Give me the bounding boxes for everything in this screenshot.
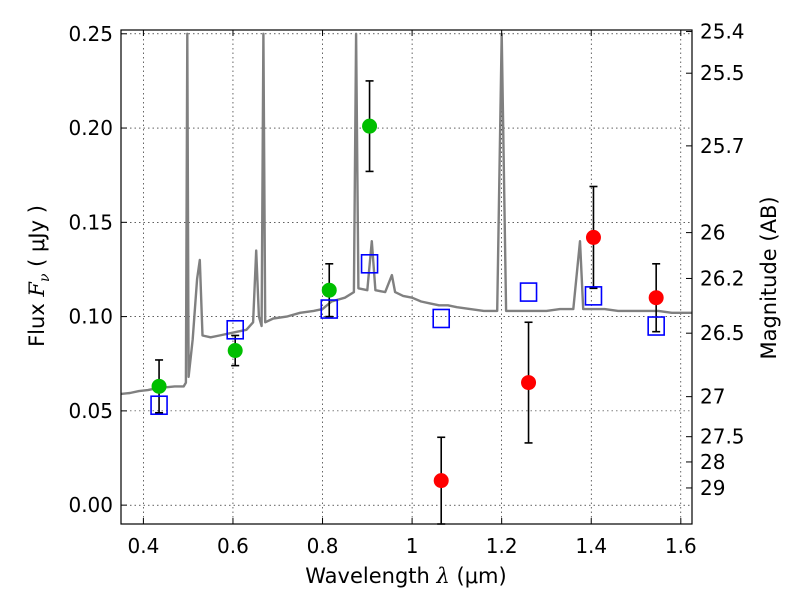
mag-tick-label: 25.4 [700,20,745,44]
y-tick-label: 0.00 [68,493,113,517]
detection-point [227,343,243,359]
grid-lines [121,30,692,524]
upper-limit-point [521,375,537,391]
model-photometry-square [360,254,379,274]
model-photometry-square [647,316,665,336]
mag-tick-label: 28 [700,450,725,474]
mag-tick-label: 27.5 [700,425,745,449]
spectrum-layer [121,32,692,396]
detection-point [321,282,337,298]
x-tick-label: 1.4 [575,534,607,558]
upper-limit-point [433,473,449,489]
detection-point [151,378,167,394]
y-tick-label: 0.05 [68,399,113,423]
model-photometry-square [519,282,538,302]
x-axis-title-prefix: Wavelength [305,564,436,588]
mag-tick-label: 26.2 [700,266,745,290]
x-tick-label: 1.6 [665,534,697,558]
tick-layer: 0.4 0.6 0.8 1 1.2 1.4 1.6 0.00 0.05 0.10 0.15 0.20 0… [68,20,744,558]
y-tick-label: 0.15 [68,210,113,234]
mag-tick-label: 26.5 [700,321,745,345]
x-axis-title: Wavelength λ (μm) [305,564,506,588]
model-photometry-square [320,299,339,319]
y-axis-title-symbol: F [25,281,49,298]
marker-layer [150,80,665,525]
x-axis-title-symbol: λ [436,564,450,588]
y-tick-label: 0.10 [68,305,113,329]
x-axis-title-suffix: (μm) [450,564,507,588]
y-tick-label: 0.20 [68,116,113,140]
x-tick-label: 0.6 [217,534,249,558]
x-tick-label: 1.2 [486,534,518,558]
y2-axis-title: Magnitude (AB) [757,196,781,359]
plot-frame [120,29,693,525]
model-photometry-square [150,395,168,416]
mag-tick-label: 27 [700,385,725,409]
y-axis-title-suffix: ( μJy ) [25,205,49,273]
y-axis-title-subscript: ν [37,273,53,282]
x-tick-label: 0.4 [127,534,159,558]
upper-limit-point [648,290,664,306]
model-photometry-square [432,308,451,329]
model-photometry-square [226,319,244,340]
spectrum-line [121,32,692,396]
y-axis-title: Flux Fν ( μJy ) [25,205,53,347]
x-tick-label: 0.8 [307,534,339,558]
mag-tick-label: 25.7 [700,134,745,158]
y-axis-title-prefix: Flux [25,297,49,347]
x-tick-label: 1 [406,534,419,558]
detection-point [362,118,378,134]
model-photometry-square [584,286,603,306]
y-tick-label: 0.25 [68,22,113,46]
mag-tick-label: 29 [700,476,725,500]
mag-tick-label: 26 [700,221,725,245]
upper-limit-point [585,229,601,245]
mag-tick-label: 25.5 [700,61,745,85]
